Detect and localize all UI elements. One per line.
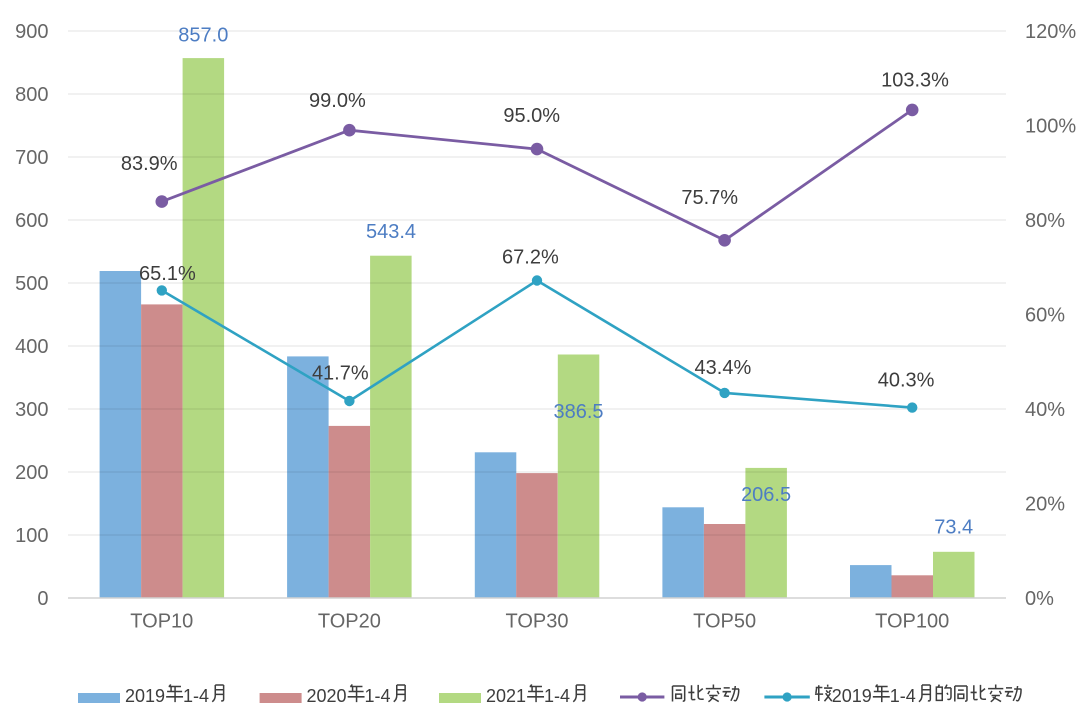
svg-text:TOP30: TOP30: [506, 611, 569, 633]
svg-text:900: 900: [15, 21, 48, 43]
svg-text:700: 700: [15, 147, 48, 169]
svg-text:TOP20: TOP20: [318, 611, 381, 633]
svg-text:1-4: 1-4: [890, 686, 916, 706]
svg-text:75.7%: 75.7%: [681, 187, 738, 209]
svg-text:1-4: 1-4: [365, 686, 391, 706]
svg-text:0: 0: [37, 588, 48, 610]
svg-text:60%: 60%: [1025, 305, 1065, 327]
svg-text:600: 600: [15, 210, 48, 232]
svg-text:200: 200: [15, 462, 48, 484]
svg-text:65.1%: 65.1%: [139, 263, 196, 285]
svg-text:1-4: 1-4: [183, 686, 209, 706]
svg-text:300: 300: [15, 399, 48, 421]
svg-text:20%: 20%: [1025, 494, 1065, 516]
svg-text:103.3%: 103.3%: [881, 70, 949, 92]
svg-text:800: 800: [15, 84, 48, 106]
svg-text:0%: 0%: [1025, 588, 1054, 610]
svg-text:500: 500: [15, 273, 48, 295]
svg-text:40%: 40%: [1025, 399, 1065, 421]
svg-text:100%: 100%: [1025, 116, 1076, 138]
svg-text:95.0%: 95.0%: [503, 105, 560, 127]
svg-text:2019: 2019: [832, 686, 872, 706]
svg-text:67.2%: 67.2%: [502, 247, 559, 269]
svg-text:543.4: 543.4: [366, 221, 416, 243]
svg-text:TOP10: TOP10: [130, 611, 193, 633]
svg-text:99.0%: 99.0%: [309, 90, 366, 112]
svg-text:40.3%: 40.3%: [878, 369, 935, 391]
svg-text:83.9%: 83.9%: [121, 153, 178, 175]
svg-text:2021: 2021: [486, 686, 526, 706]
svg-text:80%: 80%: [1025, 210, 1065, 232]
svg-text:1-4: 1-4: [544, 686, 570, 706]
svg-text:2019: 2019: [125, 686, 165, 706]
svg-text:2020: 2020: [307, 686, 347, 706]
svg-text:386.5: 386.5: [553, 401, 603, 423]
svg-text:73.4: 73.4: [934, 517, 973, 539]
svg-text:100: 100: [15, 525, 48, 547]
svg-text:857.0: 857.0: [178, 24, 228, 46]
svg-text:TOP50: TOP50: [693, 611, 756, 633]
svg-text:400: 400: [15, 336, 48, 358]
svg-text:TOP100: TOP100: [875, 611, 949, 633]
svg-text:206.5: 206.5: [741, 484, 791, 506]
svg-text:43.4%: 43.4%: [695, 357, 752, 379]
svg-text:120%: 120%: [1025, 21, 1076, 43]
svg-text:41.7%: 41.7%: [312, 363, 369, 385]
